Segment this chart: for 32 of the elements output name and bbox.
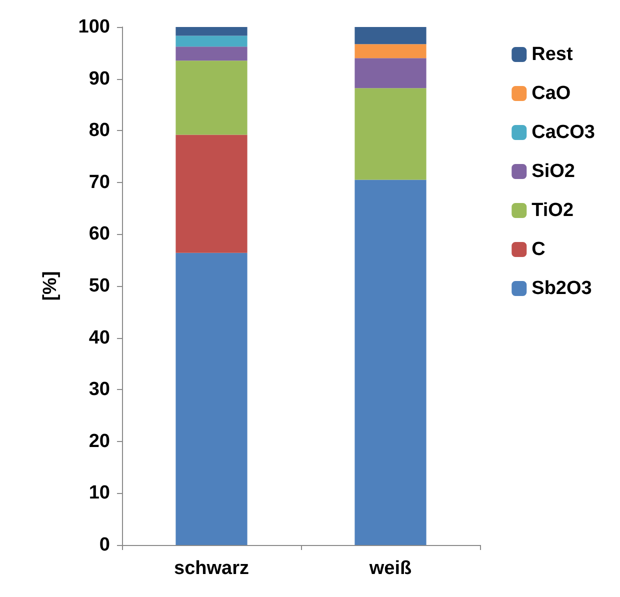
y-tick-label: 90 [88,68,110,90]
legend-label: CaO [532,83,571,104]
legend-label: C [532,239,546,260]
bar [354,88,426,180]
legend-label: SiO2 [532,161,575,182]
y-tick-label: 20 [88,430,110,452]
bar [354,44,426,58]
legend-label: CaCO3 [532,122,596,143]
y-tick-label: 0 [99,534,110,556]
bar [176,27,248,36]
y-tick-label: 100 [78,16,110,38]
legend-label: TiO2 [532,200,574,221]
legend-label: Rest [532,44,574,65]
y-tick-label: 40 [88,327,110,348]
x-tick-label: weiß [368,558,412,579]
y-tick-label: 60 [88,224,110,245]
y-tick-label: 10 [88,482,110,504]
bar [354,180,426,545]
bar [176,134,248,253]
y-axis-title: [%] [40,271,61,301]
x-tick-label: schwarz [174,558,249,579]
bar [354,27,426,44]
y-tick-label: 80 [88,120,110,142]
bar [176,252,248,545]
legend-label: Sb2O3 [532,278,592,299]
y-tick-label: 30 [88,379,110,400]
bar [176,36,248,47]
bar [354,58,426,88]
bar [176,60,248,135]
bar [176,46,248,61]
y-tick-label: 70 [88,172,110,193]
y-tick-label: 50 [88,276,110,296]
